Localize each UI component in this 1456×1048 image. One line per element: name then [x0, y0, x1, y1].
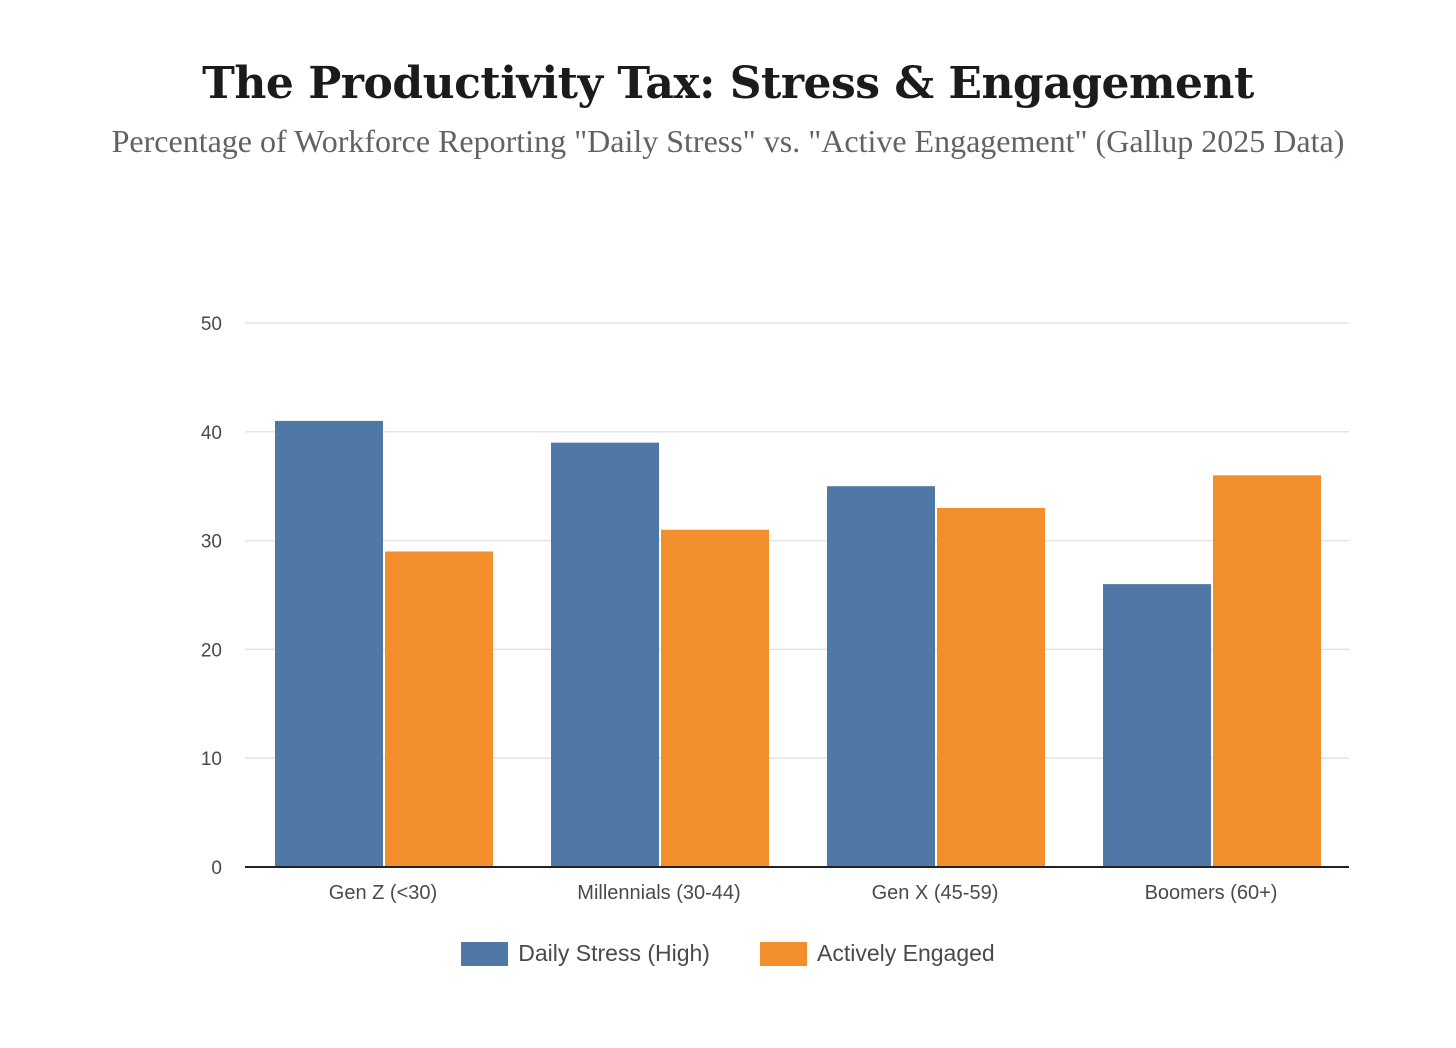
x-category-label: Gen Z (<30) [329, 882, 437, 904]
legend-label-daily-stress: Daily Stress (High) [518, 940, 710, 966]
bar-actively-engaged [385, 551, 493, 867]
bar-daily-stress [827, 486, 935, 867]
chart-subtitle: Percentage of Workforce Reporting "Daily… [111, 123, 1345, 159]
y-tick-label: 10 [201, 749, 222, 770]
y-tick-label: 20 [201, 640, 222, 661]
bar-actively-engaged [1213, 475, 1321, 867]
y-tick-label: 0 [211, 858, 222, 879]
legend: Daily Stress (High) Actively Engaged [0, 940, 1456, 967]
chart-title: The Productivity Tax: Stress & Engagemen… [202, 58, 1254, 109]
y-tick-label: 40 [201, 423, 222, 444]
x-category-label: Millennials (30-44) [577, 882, 740, 904]
x-category-label: Gen X (45-59) [872, 882, 999, 904]
legend-item-actively-engaged: Actively Engaged [759, 940, 995, 967]
y-tick-label: 30 [201, 532, 222, 553]
y-tick-label: 50 [201, 314, 222, 335]
bar-daily-stress [275, 420, 383, 867]
legend-item-daily-stress: Daily Stress (High) [461, 940, 710, 967]
legend-label-actively-engaged: Actively Engaged [816, 940, 995, 966]
bar-daily-stress [551, 442, 659, 867]
bar-actively-engaged [661, 529, 769, 867]
bar-daily-stress [1103, 584, 1211, 867]
legend-swatch-actively-engaged [759, 941, 807, 966]
legend-swatch-daily-stress [461, 941, 509, 966]
bar-actively-engaged [937, 507, 1045, 867]
x-category-label: Boomers (60+) [1145, 882, 1278, 904]
